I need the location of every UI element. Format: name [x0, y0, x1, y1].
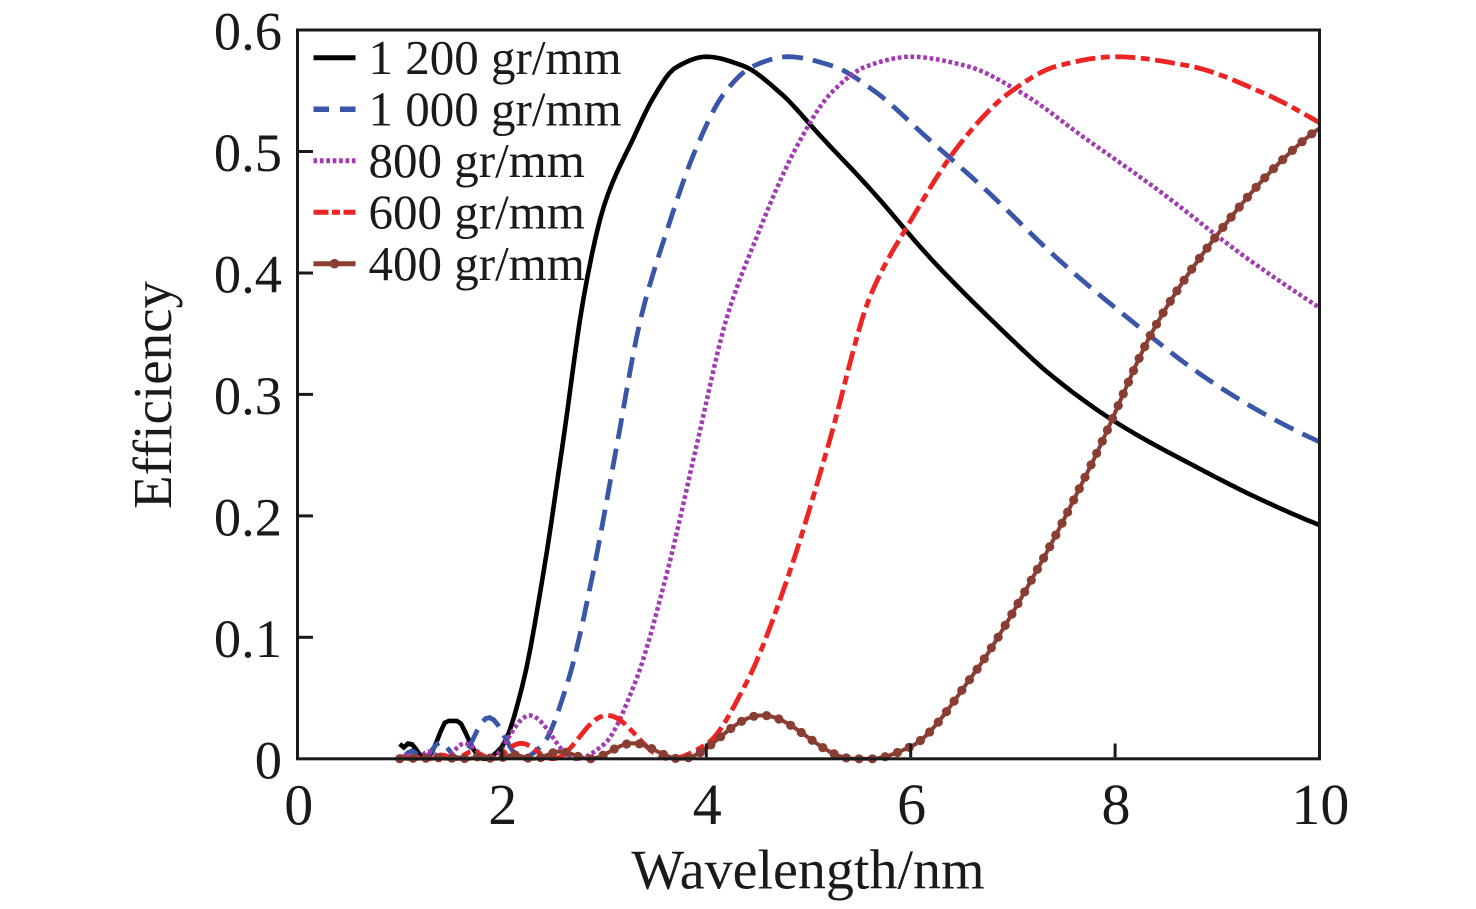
svg-text:Efficiency: Efficiency [122, 280, 183, 509]
svg-text:1 200 gr/mm: 1 200 gr/mm [369, 30, 622, 85]
svg-text:0.3: 0.3 [214, 365, 282, 426]
svg-text:800 gr/mm: 800 gr/mm [369, 133, 585, 188]
svg-text:0: 0 [284, 773, 313, 838]
svg-text:0.4: 0.4 [214, 244, 282, 305]
svg-text:0.5: 0.5 [214, 122, 282, 183]
svg-text:400 gr/mm: 400 gr/mm [369, 236, 585, 291]
svg-text:Wavelength/nm: Wavelength/nm [631, 840, 984, 902]
svg-text:1 000 gr/mm: 1 000 gr/mm [369, 82, 622, 137]
svg-text:0.6: 0.6 [214, 1, 282, 62]
svg-text:0.1: 0.1 [214, 608, 282, 669]
svg-text:2: 2 [488, 772, 517, 837]
svg-text:10: 10 [1291, 772, 1349, 837]
svg-text:0: 0 [255, 729, 282, 790]
svg-text:4: 4 [693, 772, 722, 837]
svg-text:6: 6 [897, 772, 926, 837]
svg-text:8: 8 [1102, 772, 1131, 837]
svg-text:600 gr/mm: 600 gr/mm [369, 185, 585, 240]
svg-text:0.2: 0.2 [214, 486, 282, 547]
